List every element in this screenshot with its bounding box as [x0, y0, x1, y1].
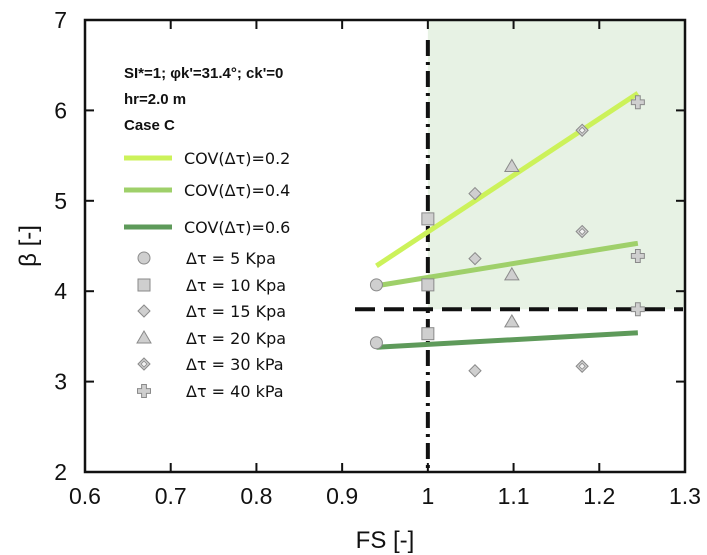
legend-label-cov-0-6: COV(Δτ)=0.6 [184, 218, 290, 237]
y-tick-label: 6 [54, 97, 67, 123]
point-square-1-1 [421, 278, 435, 292]
x-tick-label: 0.6 [69, 483, 101, 509]
point-diamond-2-0 [468, 186, 482, 201]
point-triangle-3-2 [503, 313, 520, 328]
trend-line-2 [376, 330, 638, 350]
x-tick-label: 0.7 [155, 483, 187, 509]
point-circle-0-1 [369, 336, 383, 350]
y-tick-label: 5 [54, 188, 67, 214]
info-box: SI*=1; φk'=31.4°; ck'=0 hr=2.0 m Case C [124, 65, 283, 134]
point-triangle-3-1 [503, 266, 520, 281]
legend-marker-4 [137, 357, 151, 371]
y-tick-label: 2 [54, 459, 67, 485]
point-diamond-dot-4-2 [575, 359, 589, 373]
y-axis-label: β [-] [15, 225, 42, 267]
point-diamond-dot-4-1 [575, 224, 589, 239]
point-circle-0-0 [369, 278, 383, 292]
legend-label-5kpa: Δτ = 5 Kpa [186, 249, 276, 268]
info-line-case: Case C [124, 117, 175, 134]
y-tick-label: 4 [54, 278, 67, 304]
trend-line-1 [376, 240, 639, 289]
legend-marker-3 [136, 330, 152, 344]
point-square-1-0 [421, 212, 435, 226]
point-plus-5-0 [630, 95, 645, 110]
safe-region [427, 20, 685, 310]
legend-marker-2 [137, 304, 151, 318]
point-triangle-3-0 [503, 158, 520, 172]
x-tick-label: 1 [421, 483, 434, 509]
info-line-parameters: SI*=1; φk'=31.4°; ck'=0 [124, 65, 283, 82]
point-plus-5-1 [630, 248, 645, 263]
legend-label-30kpa: Δτ = 30 kPa [186, 355, 284, 374]
x-tick-label: 1.3 [669, 483, 701, 509]
y-tick-label: 3 [54, 369, 67, 395]
legend: COV(Δτ)=0.2 COV(Δτ)=0.4 COV(Δτ)=0.6 Δτ =… [124, 149, 290, 401]
legend-label-cov-0-4: COV(Δτ)=0.4 [184, 181, 290, 200]
x-tick-label: 0.9 [326, 483, 358, 509]
legend-marker-1 [137, 278, 151, 292]
legend-marker-0 [137, 251, 151, 265]
legend-label-40kpa: Δτ = 40 kPa [186, 382, 284, 401]
point-plus-5-2 [630, 302, 645, 317]
legend-label-20kpa: Δτ = 20 Kpa [186, 329, 286, 348]
legend-label-10kpa: Δτ = 10 Kpa [186, 276, 286, 295]
x-tick-label: 0.8 [240, 483, 272, 509]
trend-line-0 [375, 91, 640, 268]
info-line-height: hr=2.0 m [124, 91, 186, 108]
point-diamond-2-2 [468, 364, 482, 378]
plot-frame [83, 18, 687, 474]
point-square-1-2 [421, 327, 435, 341]
x-axis-label: FS [-] [356, 527, 415, 554]
legend-label-cov-0-2: COV(Δτ)=0.2 [184, 149, 290, 168]
point-diamond-dot-4-0 [575, 123, 589, 137]
y-tick-label: 7 [54, 7, 67, 33]
x-tick-label: 1.2 [583, 483, 615, 509]
point-diamond-2-1 [468, 251, 482, 266]
x-tick-label: 1.1 [498, 483, 530, 509]
legend-marker-5 [137, 384, 151, 398]
legend-label-15kpa: Δτ = 15 Kpa [186, 302, 286, 321]
